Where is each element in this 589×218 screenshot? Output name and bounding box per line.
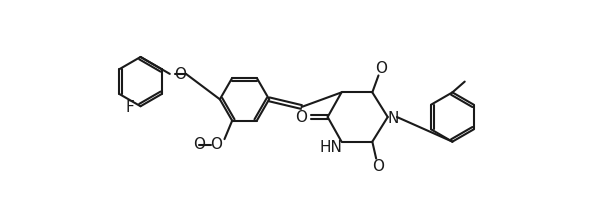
Text: N: N: [388, 111, 399, 126]
Text: O: O: [372, 159, 385, 174]
Text: F: F: [125, 99, 134, 114]
Text: O: O: [375, 61, 387, 76]
Text: O: O: [296, 110, 307, 125]
Text: O: O: [193, 137, 205, 152]
Text: O: O: [210, 137, 222, 152]
Text: HN: HN: [319, 140, 342, 155]
Text: O: O: [174, 67, 187, 82]
